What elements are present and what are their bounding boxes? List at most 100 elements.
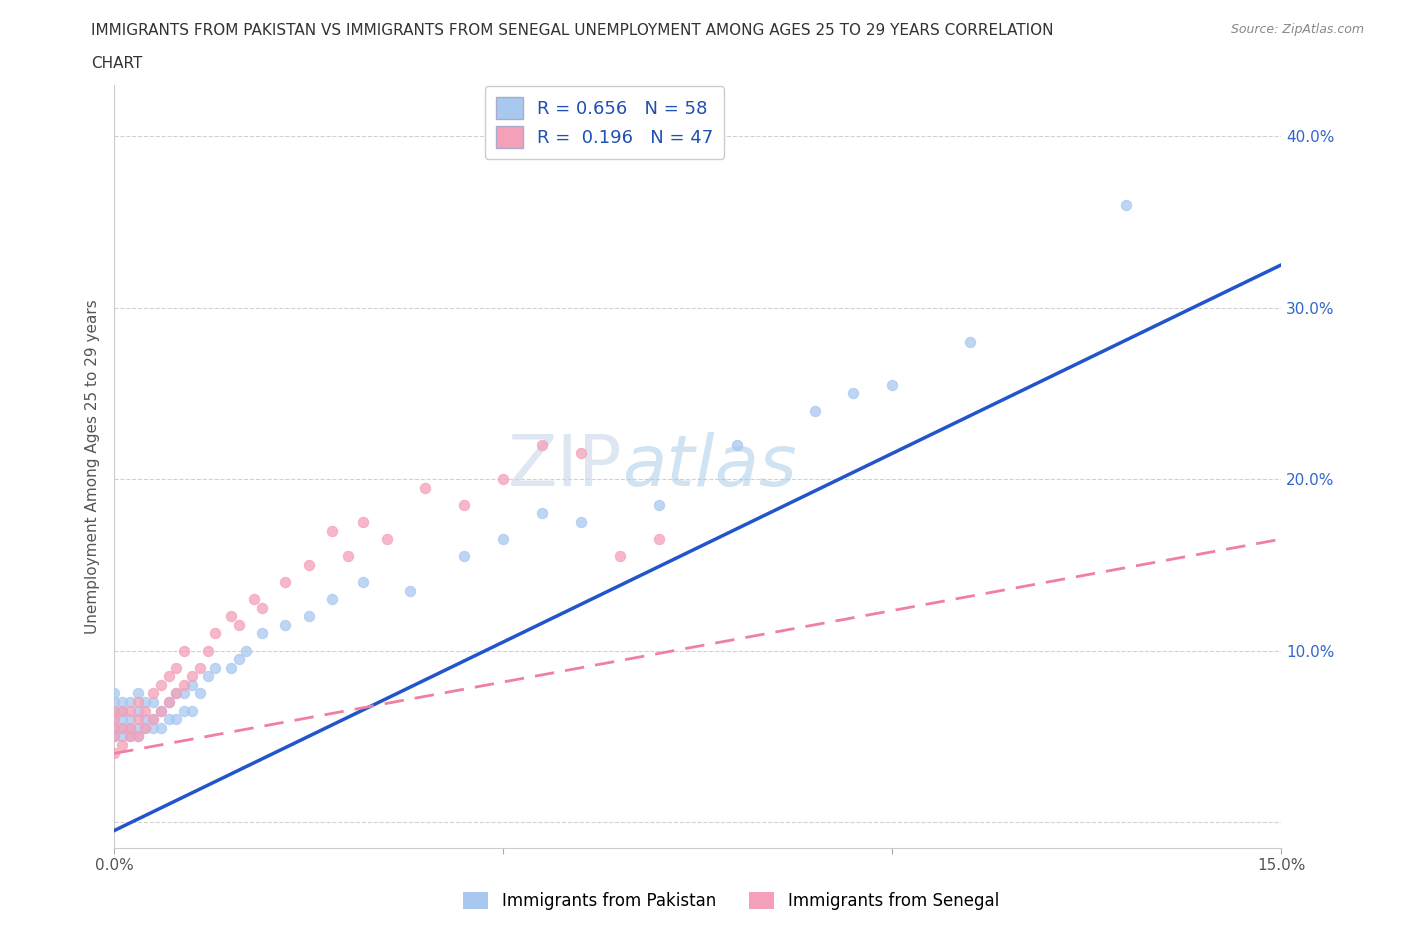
Text: IMMIGRANTS FROM PAKISTAN VS IMMIGRANTS FROM SENEGAL UNEMPLOYMENT AMONG AGES 25 T: IMMIGRANTS FROM PAKISTAN VS IMMIGRANTS F… bbox=[91, 23, 1055, 38]
Point bbox=[250, 600, 273, 615]
Point bbox=[103, 686, 125, 701]
Point bbox=[453, 549, 475, 564]
Point bbox=[188, 686, 211, 701]
Point bbox=[142, 686, 165, 701]
Point bbox=[204, 660, 226, 675]
Point bbox=[118, 729, 141, 744]
Point bbox=[181, 669, 204, 684]
Point bbox=[127, 729, 149, 744]
Point bbox=[173, 644, 195, 658]
Point bbox=[127, 686, 149, 701]
Point bbox=[111, 695, 134, 710]
Point bbox=[228, 652, 250, 667]
Point bbox=[103, 703, 125, 718]
Legend: Immigrants from Pakistan, Immigrants from Senegal: Immigrants from Pakistan, Immigrants fro… bbox=[457, 885, 1005, 917]
Point bbox=[134, 720, 156, 735]
Point bbox=[298, 557, 321, 572]
Point bbox=[298, 609, 321, 624]
Point bbox=[157, 695, 180, 710]
Point bbox=[111, 703, 134, 718]
Text: ZIP: ZIP bbox=[508, 432, 621, 500]
Point bbox=[165, 686, 187, 701]
Point bbox=[219, 609, 242, 624]
Point bbox=[1115, 197, 1137, 212]
Point bbox=[111, 711, 134, 726]
Point bbox=[103, 746, 125, 761]
Point bbox=[142, 720, 165, 735]
Point bbox=[103, 720, 125, 735]
Point bbox=[127, 703, 149, 718]
Point bbox=[134, 703, 156, 718]
Point bbox=[103, 695, 125, 710]
Point bbox=[103, 729, 125, 744]
Point bbox=[118, 703, 141, 718]
Point bbox=[197, 669, 219, 684]
Point bbox=[111, 720, 134, 735]
Point bbox=[142, 711, 165, 726]
Text: CHART: CHART bbox=[91, 56, 143, 71]
Point bbox=[274, 575, 297, 590]
Point bbox=[609, 549, 631, 564]
Point bbox=[531, 506, 554, 521]
Point bbox=[149, 720, 172, 735]
Point bbox=[181, 703, 204, 718]
Point bbox=[453, 498, 475, 512]
Point bbox=[803, 403, 825, 418]
Point bbox=[173, 686, 195, 701]
Point bbox=[157, 669, 180, 684]
Point bbox=[228, 618, 250, 632]
Point bbox=[127, 711, 149, 726]
Point bbox=[352, 514, 374, 529]
Point bbox=[235, 644, 257, 658]
Point bbox=[118, 711, 141, 726]
Point bbox=[165, 686, 187, 701]
Point bbox=[157, 695, 180, 710]
Point bbox=[149, 703, 172, 718]
Point bbox=[197, 644, 219, 658]
Point bbox=[134, 695, 156, 710]
Point bbox=[188, 660, 211, 675]
Point bbox=[882, 378, 904, 392]
Point bbox=[375, 532, 398, 547]
Point bbox=[352, 575, 374, 590]
Point bbox=[111, 703, 134, 718]
Point bbox=[134, 720, 156, 735]
Point bbox=[648, 498, 671, 512]
Point bbox=[173, 703, 195, 718]
Point bbox=[103, 703, 125, 718]
Legend: R = 0.656   N = 58, R =  0.196   N = 47: R = 0.656 N = 58, R = 0.196 N = 47 bbox=[485, 86, 724, 159]
Point bbox=[250, 626, 273, 641]
Point bbox=[142, 695, 165, 710]
Point bbox=[204, 626, 226, 641]
Point bbox=[165, 660, 187, 675]
Point bbox=[103, 720, 125, 735]
Point bbox=[492, 532, 515, 547]
Point bbox=[103, 711, 125, 726]
Point bbox=[111, 720, 134, 735]
Point bbox=[725, 437, 748, 452]
Text: atlas: atlas bbox=[621, 432, 797, 500]
Point bbox=[165, 711, 187, 726]
Point bbox=[103, 729, 125, 744]
Point bbox=[243, 591, 266, 606]
Point bbox=[134, 711, 156, 726]
Point bbox=[149, 703, 172, 718]
Point bbox=[127, 729, 149, 744]
Point bbox=[111, 737, 134, 752]
Point bbox=[648, 532, 671, 547]
Point bbox=[127, 695, 149, 710]
Point bbox=[118, 695, 141, 710]
Point bbox=[842, 386, 865, 401]
Point bbox=[219, 660, 242, 675]
Point bbox=[321, 523, 343, 538]
Point bbox=[118, 729, 141, 744]
Point bbox=[492, 472, 515, 486]
Point bbox=[103, 711, 125, 726]
Point bbox=[149, 677, 172, 692]
Y-axis label: Unemployment Among Ages 25 to 29 years: Unemployment Among Ages 25 to 29 years bbox=[86, 299, 100, 633]
Point bbox=[173, 677, 195, 692]
Point bbox=[157, 711, 180, 726]
Point bbox=[321, 591, 343, 606]
Point bbox=[142, 711, 165, 726]
Point bbox=[569, 514, 592, 529]
